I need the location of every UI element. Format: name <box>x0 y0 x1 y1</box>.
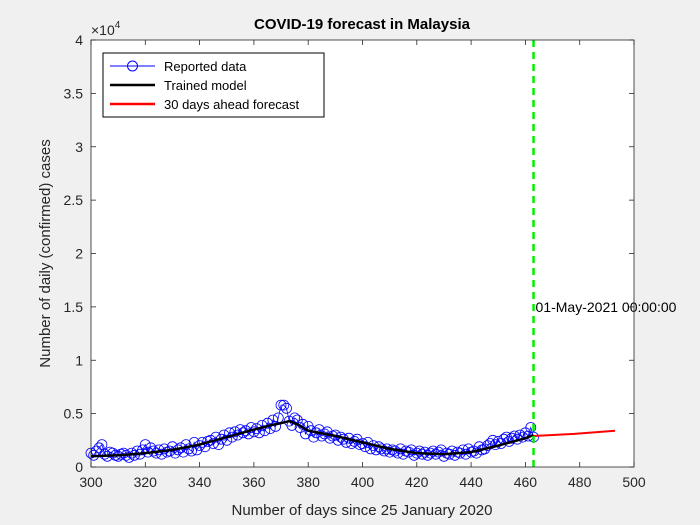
forecast-start-label: 01-May-2021 00:00:00 <box>536 299 677 315</box>
data-point-reported <box>438 450 450 462</box>
y-tick-label: 1 <box>75 352 83 368</box>
x-tick-label: 400 <box>351 474 375 490</box>
x-tick-label: 460 <box>514 474 538 490</box>
data-point-reported <box>188 436 200 448</box>
vline-layer: 01-May-2021 00:00:00 <box>532 40 677 467</box>
x-tick-label: 380 <box>297 474 321 490</box>
data-point-reported <box>199 441 211 453</box>
legend-label-reported: Reported data <box>164 59 247 74</box>
data-point-reported <box>321 426 333 438</box>
x-tick-label: 480 <box>568 474 592 490</box>
series-layer <box>85 399 616 463</box>
data-point-reported <box>210 431 222 443</box>
x-tick-label: 420 <box>405 474 429 490</box>
data-point-reported <box>107 447 119 459</box>
data-point-reported <box>449 449 461 461</box>
y-tick-label: 4 <box>75 32 83 48</box>
y-axis-exponent: ×104 <box>91 20 121 38</box>
legend-label-trained: Trained model <box>164 78 247 93</box>
data-point-reported <box>275 399 287 411</box>
x-tick-label: 360 <box>242 474 266 490</box>
data-point-reported <box>460 448 472 460</box>
data-point-reported <box>118 447 129 459</box>
x-tick-label: 300 <box>79 474 103 490</box>
x-tick-label: 320 <box>134 474 158 490</box>
data-point-reported <box>218 429 230 441</box>
legend-label-forecast: 30 days ahead forecast <box>164 97 300 112</box>
y-tick-label: 3.5 <box>64 85 84 101</box>
data-point-reported <box>281 402 292 414</box>
data-point-reported <box>427 445 439 457</box>
data-point-reported <box>384 446 396 458</box>
x-tick-label: 500 <box>622 474 646 490</box>
data-point-reported <box>346 438 358 449</box>
legend-entry-forecast: 30 days ahead forecast <box>110 97 300 112</box>
x-axis-label: Number of days since 25 January 2020 <box>232 502 493 519</box>
data-point-reported <box>278 399 290 411</box>
legend-entry-reported: Reported data <box>110 59 247 74</box>
data-point-reported <box>408 449 420 461</box>
data-point-reported <box>433 446 444 458</box>
x-tick-label: 440 <box>459 474 483 490</box>
data-point-reported <box>313 424 325 436</box>
data-point-reported <box>243 428 254 440</box>
data-point-reported <box>137 444 149 456</box>
data-point-reported <box>99 448 110 460</box>
data-point-reported <box>332 434 344 446</box>
y-tick-label: 2.5 <box>64 192 84 208</box>
legend: Reported data Trained model 30 days ahea… <box>102 52 325 118</box>
y-tick-label: 2 <box>75 246 83 262</box>
y-tick-label: 1.5 <box>64 299 84 315</box>
data-point-reported <box>158 443 170 455</box>
series-line-forecast <box>533 429 616 437</box>
data-point-reported <box>156 448 168 460</box>
y-tick-label: 0 <box>75 459 83 475</box>
data-point-reported <box>166 441 178 453</box>
data-point-reported <box>229 426 241 438</box>
y-tick-label: 0.5 <box>64 406 84 422</box>
y-axis-ticks: 0 0.5 1 1.5 2 2.5 3 3.5 4 <box>64 32 634 475</box>
data-point-reported <box>324 432 336 444</box>
data-point-reported <box>93 442 105 454</box>
series-line-trained-model <box>90 419 534 458</box>
data-point-reported <box>131 445 143 457</box>
legend-entry-trained: Trained model <box>110 78 247 93</box>
data-point-reported <box>262 417 273 429</box>
data-point-reported <box>264 423 276 435</box>
data-point-reported <box>378 445 390 457</box>
data-point-reported <box>422 449 434 461</box>
data-point-reported <box>139 439 151 451</box>
data-point-reported <box>405 444 417 456</box>
x-tick-label: 340 <box>188 474 212 490</box>
legend-marker-reported <box>127 60 138 72</box>
data-point-reported <box>221 434 233 446</box>
chart-title: COVID-19 forecast in Malaysia <box>254 16 471 33</box>
y-axis-label: Number of daily (confirmed) cases <box>37 139 54 367</box>
y-tick-label: 3 <box>75 139 83 155</box>
data-point-reported <box>316 430 328 442</box>
x-axis-ticks: 300 320 340 360 380 400 420 440 460 480 500 <box>79 40 646 490</box>
data-point-reported <box>473 441 485 453</box>
